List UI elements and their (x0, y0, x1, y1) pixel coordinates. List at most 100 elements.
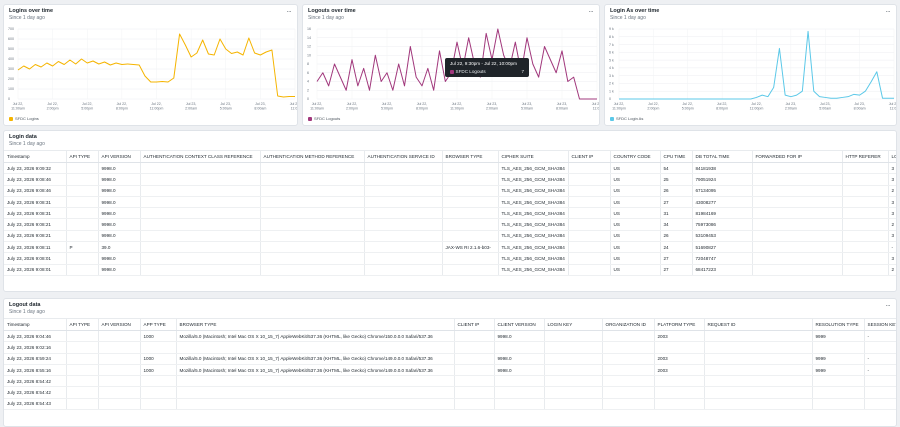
column-header[interactable]: HTTP REFERER (842, 150, 889, 163)
table-cell (140, 241, 261, 254)
column-header[interactable]: AUTHENTICATION METHOD REFERENCE (260, 150, 365, 163)
y-tick-label: 3 k (609, 74, 614, 78)
table-cell: July 23, 2026 9:08:01 (4, 264, 67, 276)
y-tick-label: 7 k (609, 43, 614, 47)
table-row[interactable]: July 23, 2026 8:54:43 (4, 398, 896, 411)
column-header[interactable]: CLIENT IP (568, 150, 611, 163)
column-header[interactable]: API TYPE (66, 318, 99, 331)
table-cell (864, 386, 896, 399)
x-tick-label: Jul 22, 8:00pm (116, 102, 128, 111)
table-cell: TLS_AES_256_GCM_SHA384 (498, 218, 569, 231)
column-header[interactable]: LOGIN KEY (888, 150, 896, 163)
column-header[interactable]: CIPHER SUITE (498, 150, 569, 163)
tooltip-label: SFDC Logouts (455, 69, 486, 74)
table-row[interactable]: July 23, 2026 9:08:46 9998.0 TLS_AES_256_G… (4, 185, 896, 197)
table-cell: 1000 (140, 330, 177, 343)
column-header[interactable]: ORGANIZATION ID (602, 318, 655, 331)
x-tick-label: Jul 23, 2:00am (486, 102, 498, 111)
column-header[interactable]: API VERSION (98, 318, 141, 331)
table-row[interactable]: July 23, 2026 8:54:42 (4, 375, 896, 388)
table-cell (602, 353, 655, 365)
table-cell: 3 (888, 230, 896, 243)
y-tick-label: 4 (307, 80, 309, 84)
column-header[interactable]: API VERSION (98, 150, 141, 163)
column-header[interactable]: CLIENT VERSION (494, 318, 545, 331)
table-row[interactable]: July 23, 2026 8:59:24 1000 Mozilla/5.0 (Ma… (4, 353, 896, 365)
table-row[interactable]: July 23, 2026 9:08:31 9998.0 TLS_AES_256_G… (4, 196, 896, 209)
table-row[interactable]: July 23, 2026 8:54:42 (4, 386, 896, 399)
table-cell (260, 241, 365, 254)
table-cell: - (864, 353, 896, 365)
tooltip-value: 7 (521, 69, 524, 74)
table-row[interactable]: July 23, 2026 9:09:32 9998.0 TLS_AES_256_G… (4, 162, 896, 175)
chart-legend[interactable]: SFDC Logouts (308, 116, 340, 121)
table-row[interactable]: July 23, 2026 9:08:01 9998.0 TLS_AES_256_G… (4, 252, 896, 265)
table-row[interactable]: July 23, 2026 8:55:16 1000 Mozilla/5.0 (Ma… (4, 364, 896, 377)
table-cell: 27 (660, 196, 693, 209)
table-cell: 3 (888, 162, 896, 175)
column-header[interactable]: CLIENT IP (454, 318, 495, 331)
table-row[interactable]: July 23, 2026 9:08:01 9998.0 TLS_AES_256_G… (4, 264, 896, 276)
column-header[interactable]: REQUEST ID (704, 318, 813, 331)
table-cell (66, 264, 99, 276)
column-header[interactable]: AUTHENTICATION SERVICE ID (364, 150, 443, 163)
column-header[interactable]: DB TOTAL TIME (692, 150, 753, 163)
table-cell (704, 330, 813, 343)
table-cell (364, 185, 443, 197)
tooltip-swatch (450, 70, 454, 74)
x-tick-label: Jul 22, 5:00pm (381, 102, 393, 111)
table-cell (842, 241, 889, 254)
logout-table-scroll[interactable]: Timestamp API TYPE API VERSION APP TYPE BROW… (4, 318, 896, 426)
table-row[interactable]: July 23, 2026 9:08:11 P 39.0 JAX-WS RI 2.1.… (4, 241, 896, 254)
table-cell: 25 (660, 173, 693, 186)
table-cell: US (610, 185, 661, 197)
legend-swatch (9, 116, 13, 121)
column-header[interactable]: BROWSER TYPE (442, 150, 499, 163)
x-tick-label: Jul 22, 11:00pm (612, 102, 626, 111)
table-row[interactable]: July 23, 2026 9:02:16 (4, 341, 896, 354)
more-options-button[interactable]: ... (286, 7, 292, 14)
column-header[interactable]: API TYPE (66, 150, 99, 163)
table-cell (140, 341, 177, 354)
more-options-button[interactable]: ... (588, 7, 594, 14)
table-row[interactable]: July 23, 2026 9:08:46 9998.0 TLS_AES_256_G… (4, 173, 896, 186)
column-header[interactable]: AUTHENTICATION CONTEXT CLASS REFERENCE (140, 150, 261, 163)
x-tick-line: Jul 23, (220, 102, 231, 106)
column-header[interactable]: CPU TIME (660, 150, 693, 163)
x-tick-line: 11:00pm (150, 107, 164, 111)
more-options-button[interactable]: ... (885, 301, 891, 308)
table-cell (98, 375, 141, 388)
table-cell: 67134095 (692, 185, 753, 197)
column-header[interactable]: LOGIN KEY (544, 318, 603, 331)
column-header[interactable]: APP TYPE (140, 318, 177, 331)
x-tick-line: Jul 22, (417, 102, 428, 106)
table-cell: TLS_AES_256_GCM_SHA384 (498, 230, 569, 243)
column-header[interactable]: BROWSER TYPE (176, 318, 455, 331)
y-tick-label: 1 k (609, 89, 614, 93)
x-tick-label: Jul 22, 2:00pm (647, 102, 659, 111)
chart-legend[interactable]: SFDC Login As (610, 116, 643, 121)
table-row[interactable]: July 23, 2026 9:08:21 9998.0 TLS_AES_256_G… (4, 218, 896, 231)
column-header[interactable]: PLATFORM TYPE (654, 318, 705, 331)
login-table-scroll[interactable]: Timestamp API TYPE API VERSION AUTHENTICATI… (4, 150, 896, 291)
table-cell: 43008277 (692, 196, 753, 209)
x-tick-line: 5:00am (220, 107, 232, 111)
table-row[interactable]: July 23, 2026 9:08:21 9998.0 TLS_AES_256_G… (4, 230, 896, 243)
table-cell (364, 196, 443, 209)
table-cell (140, 173, 261, 186)
table-row[interactable]: July 23, 2026 9:04:46 1000 Mozilla/5.0 (Ma… (4, 330, 896, 343)
chart-legend[interactable]: SFDC Logins (9, 116, 39, 121)
column-header[interactable]: RESOLUTION TYPE (812, 318, 865, 331)
x-tick-line: 2:00am (785, 107, 797, 111)
column-header[interactable]: FORWARDED FOR IP (752, 150, 843, 163)
table-row[interactable]: July 23, 2026 9:08:31 9998.0 TLS_AES_256_G… (4, 207, 896, 220)
column-header[interactable]: Timestamp (4, 318, 67, 331)
column-header[interactable]: Timestamp (4, 150, 67, 163)
column-header[interactable]: SESSION KEY (864, 318, 896, 331)
more-options-button[interactable]: ... (885, 7, 891, 14)
column-header[interactable]: COUNTRY CODE (610, 150, 661, 163)
legend-swatch (610, 116, 614, 121)
